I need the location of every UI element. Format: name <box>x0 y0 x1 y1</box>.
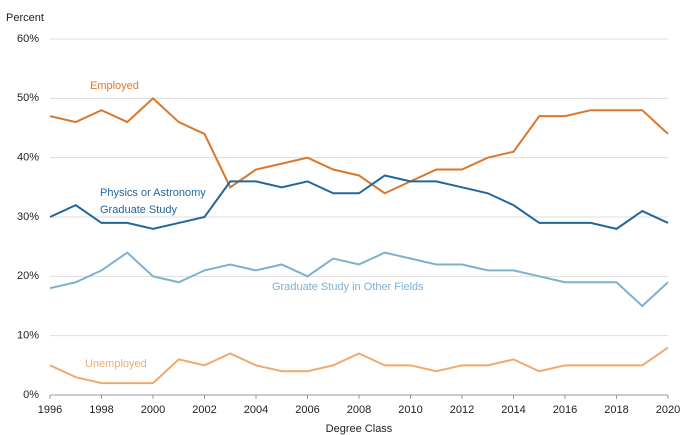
series-line <box>49 346 669 385</box>
series-label: Physics or Astronomy Graduate Study <box>100 187 206 216</box>
series-label: Employed <box>90 80 139 92</box>
x-tick-label: 2000 <box>141 404 165 416</box>
y-tick-label: 60% <box>17 33 39 45</box>
x-axis-label: Degree Class <box>326 423 393 435</box>
x-tick-label: 2018 <box>604 404 628 416</box>
y-tick-label: 20% <box>17 270 39 282</box>
series-line <box>49 251 669 308</box>
x-tick-label: 2004 <box>244 404 268 416</box>
y-tick-label: 0% <box>23 389 39 401</box>
y-tick-label: 30% <box>17 211 39 223</box>
series-line <box>49 96 669 195</box>
x-tick-label: 2006 <box>295 404 319 416</box>
y-tick-label: 50% <box>17 92 39 104</box>
x-tick-label: 2002 <box>192 404 216 416</box>
y-tick-label: 40% <box>17 152 39 164</box>
series-label: Graduate Study in Other Fields <box>272 281 424 293</box>
x-tick-label: 1998 <box>89 404 113 416</box>
series-line <box>49 174 669 230</box>
x-tick-label: 2014 <box>501 404 525 416</box>
x-tick-label: 2010 <box>398 404 422 416</box>
series-label: Unemployed <box>85 358 147 370</box>
y-tick-label: 10% <box>17 330 39 342</box>
x-tick-label: 1996 <box>38 404 62 416</box>
x-tick-label: 2012 <box>450 404 474 416</box>
x-tick-label: 2016 <box>553 404 577 416</box>
x-tick-label: 2008 <box>347 404 371 416</box>
y-axis-label: Percent <box>6 12 44 24</box>
x-tick-label: 2020 <box>656 404 680 416</box>
